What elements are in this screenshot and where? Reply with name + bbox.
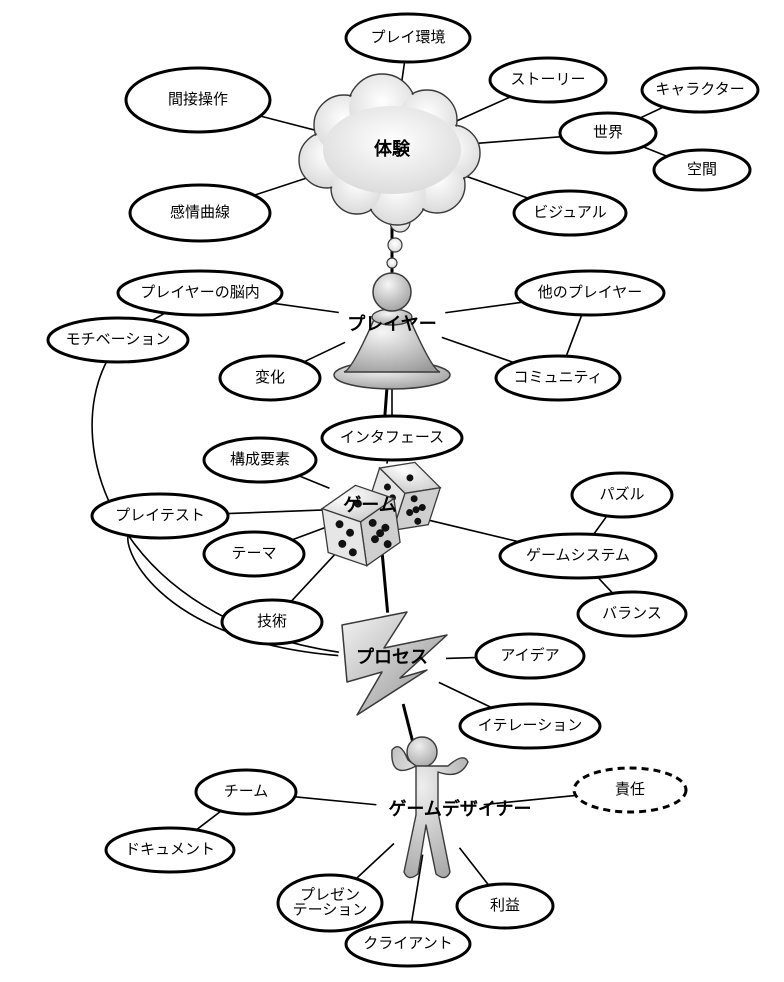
edge-game-playtest [224,510,324,514]
central-label-player: プレイヤー [347,313,436,334]
edge-player-brain [269,303,339,313]
edge-game-system [430,520,522,542]
edge-designer-present [355,844,394,880]
node-label-change: 変化 [255,369,285,386]
node-label-profit: 利益 [490,897,520,914]
edge-process-idea [446,657,479,658]
edge-player-community [442,337,516,363]
node-label-others: 他のプレイヤー [538,284,643,301]
node-label-community: コミュニティ [513,369,602,386]
edge-designer-profit [459,848,489,887]
node-label-visual: ビジュアル [533,204,607,221]
node-label-iteration: イテレーション [478,717,582,734]
node-label-team: チーム [224,783,269,800]
thought-bubble [388,238,402,252]
node-label-client: クライアント [363,935,452,952]
node-label-interface: インタフェース [340,429,444,446]
node-label-puzzle: パズル [599,486,644,503]
edge-designer-team [292,797,376,805]
node-label-present-line1: テーション [293,901,368,918]
node-label-story: ストーリー [510,71,585,88]
node-label-resp: 責任 [615,781,645,798]
edge-process-iteration [439,682,494,708]
edge-player-others [445,302,526,313]
node-label-emotion: 感情曲線 [170,204,230,221]
node-label-playenv: プレイ環境 [370,28,445,46]
node-label-world: 世界 [593,124,623,141]
diagram-svg: プレイ環境間接操作 ストーリーキャラクター世界空間感情曲線 ビジュアルプレイヤーの脳… [0,0,784,982]
node-label-tech: 技術 [257,613,287,630]
node-label-elements: 構成要素 [230,451,290,468]
edge-game-elements [297,475,330,488]
node-label-brain: プレイヤーの脳内 [140,284,260,301]
node-label-theme: テーマ [231,545,276,562]
central-label-experience: 体験 [374,138,411,159]
central-icons-layer [299,74,480,878]
node-label-system: ゲームシステム [526,547,630,564]
thought-bubble [387,258,397,268]
node-label-playtest: プレイテスト [115,507,205,524]
diagram-stage: プレイ環境間接操作 ストーリーキャラクター世界空間感情曲線 ビジュアルプレイヤーの脳… [0,0,784,982]
central-label-process: プロセス [356,646,428,667]
node-label-motivation: モチベーション [66,331,171,348]
node-label-idea: アイデア [500,646,559,664]
node-label-document: ドキュメント [125,841,215,858]
edge-others-community [566,313,583,358]
node-label-indirect: 間接操作 [168,91,228,108]
edge-team-document [195,809,224,831]
node-label-balance: バランス [602,605,662,622]
edge-game-process [382,553,388,613]
central-label-designer: ゲームデザイナー [388,798,531,819]
node-label-character: キャラクター [655,81,744,98]
edge-game-theme [290,526,328,540]
central-label-game: ゲーム [343,494,396,515]
edge-player-change [302,342,345,362]
node-label-space: 空間 [687,161,717,178]
